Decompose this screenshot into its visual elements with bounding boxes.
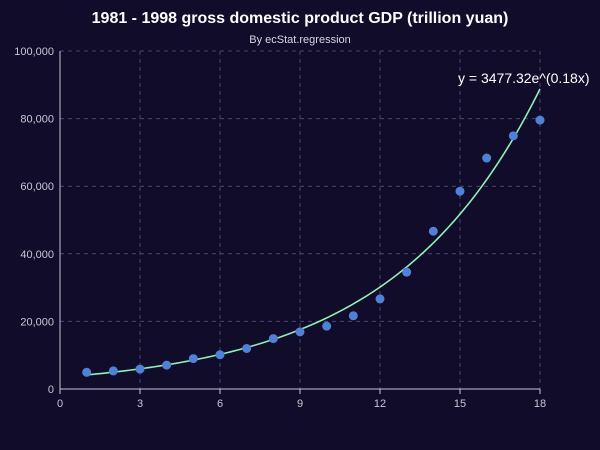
data-point — [455, 186, 465, 196]
data-point — [535, 115, 545, 125]
x-tick-label: 3 — [137, 398, 143, 410]
y-tick-label: 100,000 — [14, 46, 54, 58]
grid-layer — [60, 50, 541, 389]
label-layer: y = 3477.32e^(0.18x) — [458, 70, 590, 86]
regression-line-layer — [86, 88, 541, 376]
regression-curve — [86, 88, 541, 376]
axis-layer: 0 20,000 40,000 60,000 80,000 100,000 0 3 6 9 12 15… — [14, 46, 546, 410]
data-point — [82, 367, 92, 377]
x-tick-label: 0 — [57, 398, 63, 410]
data-point — [162, 360, 172, 370]
x-tick-label: 6 — [217, 398, 223, 410]
chart-subtitle: By ecStat.regression — [249, 34, 351, 46]
x-tick-label: 12 — [374, 398, 386, 410]
data-point — [428, 226, 438, 236]
y-tick-label: 40,000 — [20, 249, 54, 261]
y-tick-label: 60,000 — [20, 181, 54, 193]
data-point — [375, 294, 385, 304]
data-point — [108, 366, 118, 376]
x-tick-label: 18 — [534, 398, 546, 410]
data-point — [402, 267, 412, 277]
data-point — [295, 327, 305, 337]
scatter-points-layer — [82, 115, 545, 377]
chart-title: 1981 - 1998 gross domestic product GDP (… — [91, 10, 509, 27]
data-point — [188, 354, 198, 364]
data-point — [135, 364, 145, 374]
x-tick-label: 15 — [454, 398, 466, 410]
data-point — [215, 350, 225, 360]
y-tick-label: 0 — [48, 384, 54, 396]
data-point — [348, 311, 358, 321]
data-point — [268, 334, 278, 344]
data-point — [322, 321, 332, 331]
data-point — [242, 343, 252, 353]
data-point — [482, 153, 492, 163]
y-tick-label: 20,000 — [20, 316, 54, 328]
data-point — [508, 131, 518, 141]
x-tick-label: 9 — [297, 398, 303, 410]
y-tick-label: 80,000 — [20, 114, 54, 126]
regression-equation-label: y = 3477.32e^(0.18x) — [458, 70, 590, 86]
